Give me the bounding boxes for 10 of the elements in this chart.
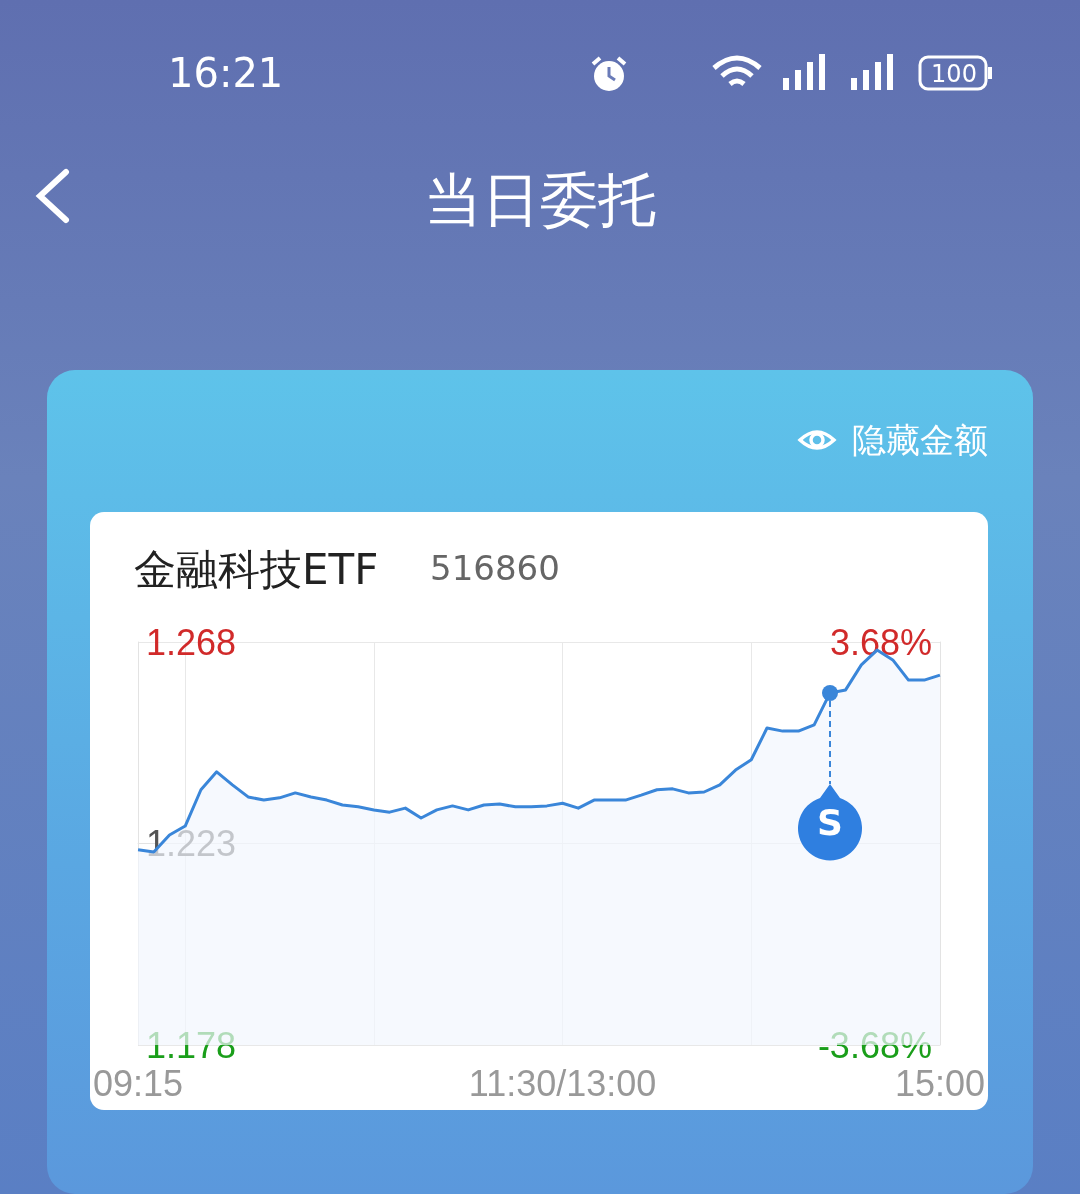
y2-tick-label: 3.68%: [829, 621, 932, 663]
text: 516860: [430, 548, 560, 588]
x-tick-label: 11:30/13:00: [468, 1062, 657, 1104]
chart-subtitle: 金融科技ETF: [134, 544, 379, 596]
y-tick-label: 1.268: [146, 621, 237, 663]
text: 16:21: [168, 50, 284, 96]
text: 隐藏金额: [852, 419, 988, 462]
annotation: S: [815, 802, 844, 844]
chart-title: 当日委托: [423, 165, 657, 236]
text: 100: [930, 60, 978, 88]
